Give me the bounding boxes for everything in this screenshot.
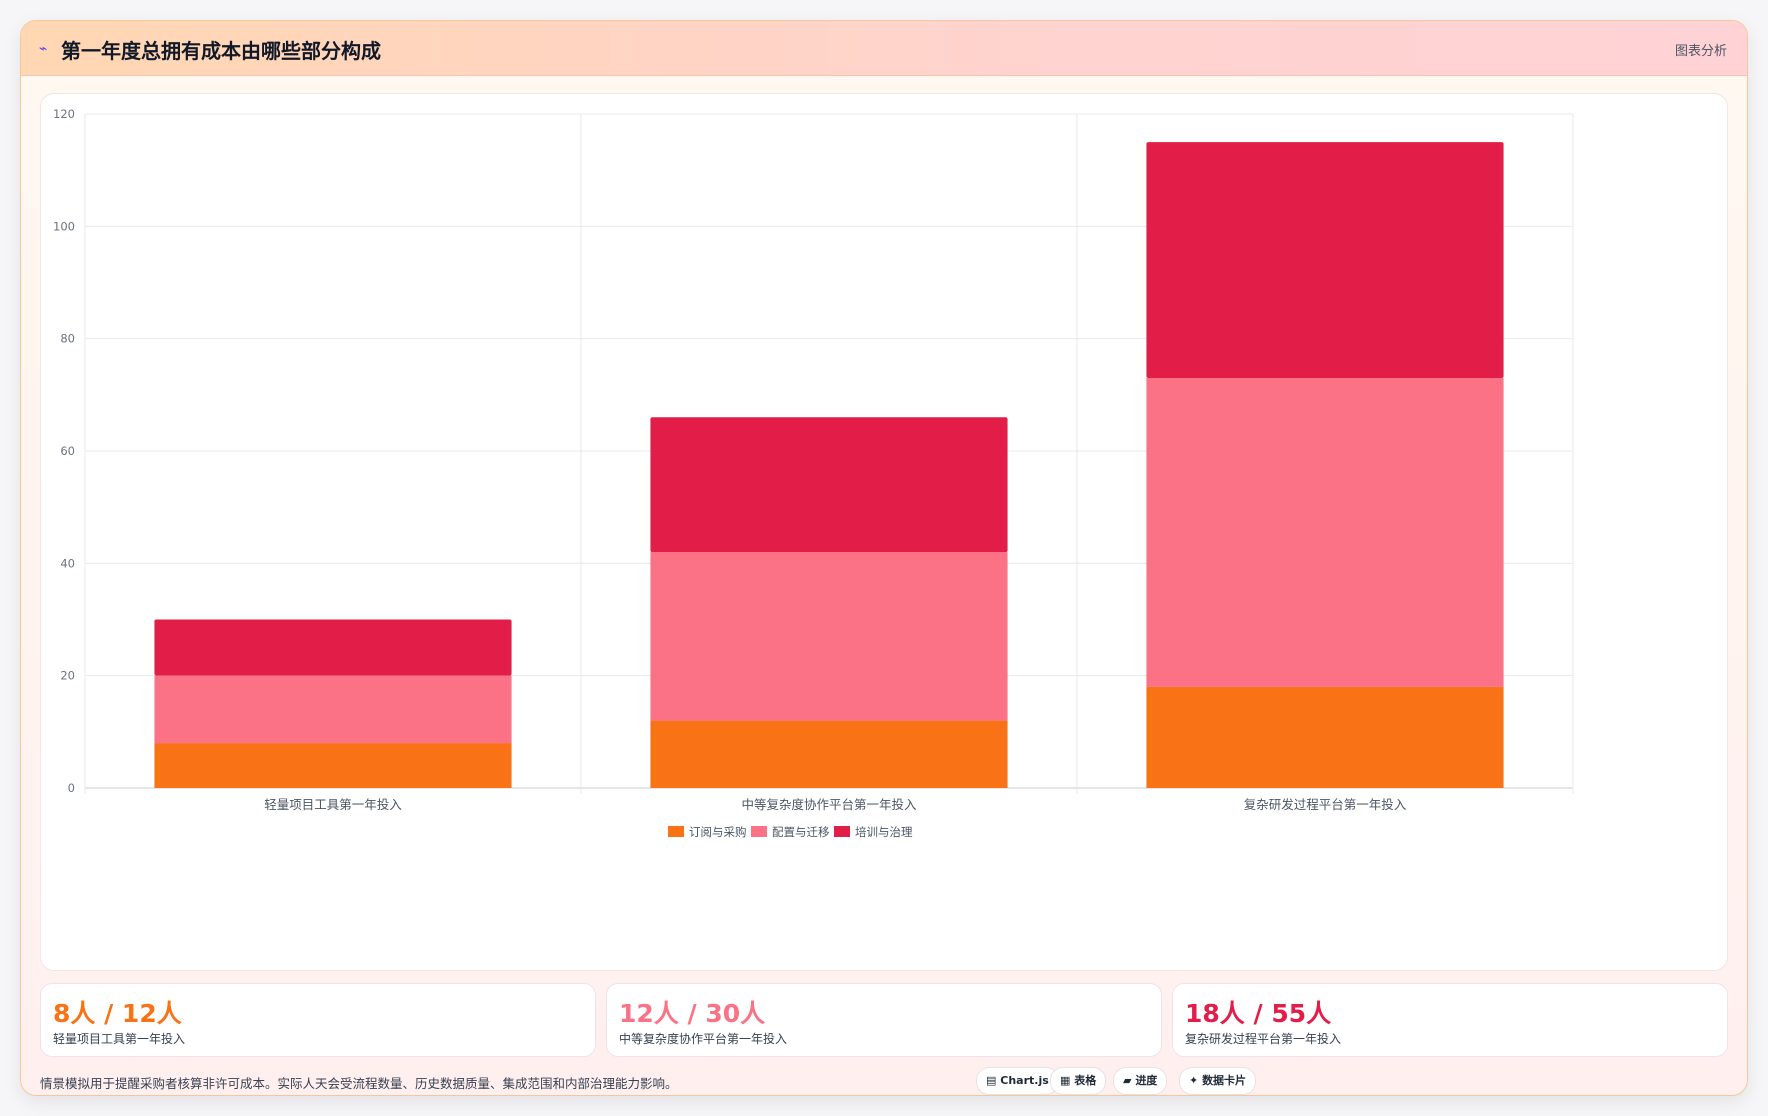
- bar-segment: [1146, 686, 1504, 788]
- chart-icon: ▤: [986, 1074, 997, 1087]
- legend-label: 培训与治理: [855, 825, 913, 839]
- chip-label: 进度: [1135, 1074, 1158, 1087]
- legend-label: 订阅与采购: [689, 825, 747, 839]
- legend-label: 配置与迁移: [772, 825, 830, 839]
- bar-segment: [1146, 142, 1504, 378]
- progress-icon: ▰: [1123, 1074, 1132, 1087]
- card-header: ⌁ 第一年度总拥有成本由哪些部分构成 图表分析: [21, 21, 1747, 76]
- chip-label: 数据卡片: [1202, 1074, 1247, 1087]
- chip-data-cards[interactable]: ✦ 数据卡片: [1179, 1067, 1257, 1095]
- x-tick-label: 复杂研发过程平台第一年投入: [1244, 797, 1407, 812]
- chip-chartjs[interactable]: ▤ Chart.js: [976, 1067, 1059, 1095]
- legend-swatch: [834, 826, 850, 837]
- stat-card-complex: 18人 / 55人 复杂研发过程平台第一年投入: [1172, 983, 1728, 1057]
- stat-cards: 8人 / 12人 轻量项目工具第一年投入 12人 / 30人 中等复杂度协作平台…: [40, 983, 1728, 1057]
- x-tick-label: 中等复杂度协作平台第一年投入: [741, 797, 917, 812]
- stat-value: 18人 / 55人: [1185, 999, 1332, 1028]
- chip-progress[interactable]: ▰ 进度: [1113, 1067, 1168, 1095]
- y-tick-label: 100: [53, 219, 75, 233]
- footer-note: 情景模拟用于提醒采购者核算非许可成本。实际人天会受流程数量、历史数据质量、集成范…: [40, 1076, 678, 1091]
- chip-label: 表格: [1074, 1074, 1097, 1087]
- y-tick-label: 80: [60, 332, 75, 346]
- chip-table[interactable]: ▦ 表格: [1050, 1067, 1107, 1095]
- stat-value: 8人 / 12人: [53, 999, 182, 1028]
- stacked-bar-chart: 0 20 40 60 80 100 120 轻量项目工具第一年投入 中等复杂度协作平台第一年投入…: [53, 107, 1574, 839]
- bar-segment: [650, 720, 1008, 788]
- bar-segment: [154, 619, 512, 676]
- stat-label: 复杂研发过程平台第一年投入: [1185, 1032, 1342, 1046]
- bar-segment: [154, 743, 512, 788]
- stat-card-medium: 12人 / 30人 中等复杂度协作平台第一年投入: [606, 983, 1162, 1057]
- legend-swatch: [668, 826, 684, 837]
- chart-title: 第一年度总拥有成本由哪些部分构成: [61, 39, 381, 63]
- stat-label: 中等复杂度协作平台第一年投入: [619, 1032, 788, 1046]
- bar-segment: [650, 417, 1008, 553]
- y-tick-label: 40: [60, 556, 75, 570]
- y-tick-label: 120: [53, 107, 75, 121]
- chart-icon: ⌁: [39, 41, 48, 57]
- bar-segment: [650, 552, 1008, 721]
- bar-segment: [154, 675, 512, 744]
- chart-card: ⌁ 第一年度总拥有成本由哪些部分构成 图表分析 0 20 40 60 80 100 120 轻…: [20, 20, 1748, 1096]
- card-icon: ✦: [1189, 1074, 1199, 1087]
- x-tick-label: 轻量项目工具第一年投入: [264, 797, 402, 812]
- chart-area: 0 20 40 60 80 100 120 轻量项目工具第一年投入 中等复杂度协作平台第一年投入…: [40, 93, 1728, 971]
- stat-label: 轻量项目工具第一年投入: [53, 1032, 186, 1046]
- y-tick-label: 20: [60, 669, 75, 683]
- legend-swatch: [751, 826, 767, 837]
- y-tick-label: 0: [68, 781, 75, 795]
- chart-analysis-link[interactable]: 图表分析: [1674, 44, 1727, 59]
- stat-card-light: 8人 / 12人 轻量项目工具第一年投入: [40, 983, 596, 1057]
- table-icon: ▦: [1060, 1074, 1071, 1087]
- chip-label: Chart.js: [1000, 1074, 1049, 1087]
- y-tick-label: 60: [60, 444, 75, 458]
- stat-value: 12人 / 30人: [619, 999, 766, 1028]
- bar-segment: [1146, 377, 1504, 687]
